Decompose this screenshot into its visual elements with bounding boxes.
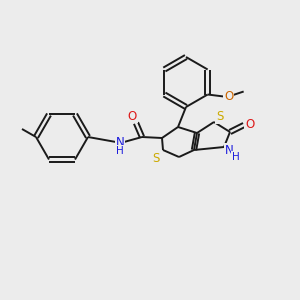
Text: S: S — [152, 152, 160, 164]
Text: O: O — [245, 118, 255, 130]
Text: O: O — [128, 110, 136, 122]
Text: H: H — [232, 152, 240, 162]
Text: S: S — [216, 110, 224, 124]
Text: N: N — [116, 136, 124, 149]
Text: H: H — [116, 146, 124, 156]
Text: N: N — [225, 143, 233, 157]
Text: O: O — [224, 90, 233, 103]
